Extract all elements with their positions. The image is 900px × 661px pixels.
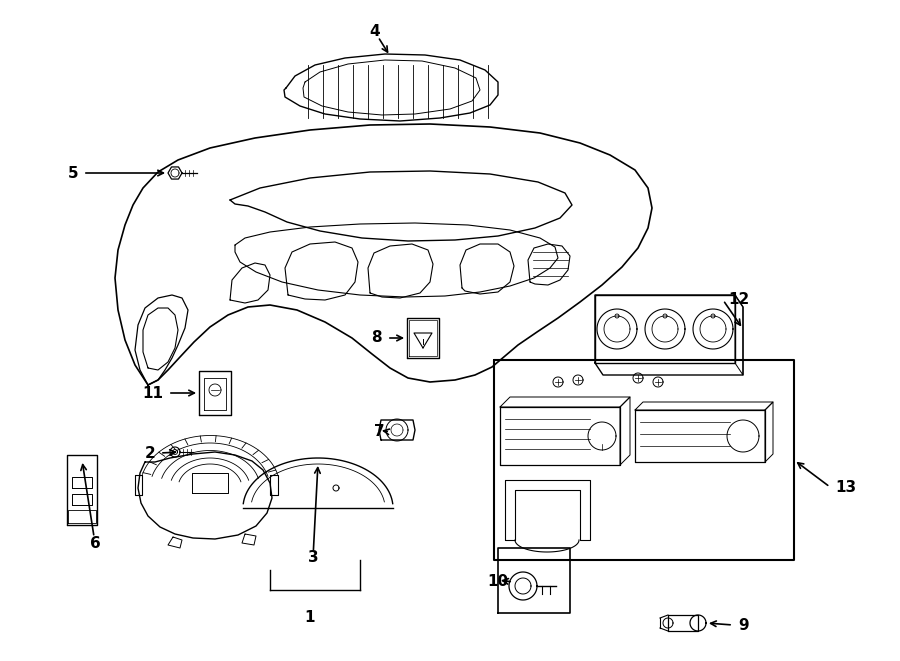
Text: 7: 7 xyxy=(374,424,385,440)
Text: 12: 12 xyxy=(728,293,749,307)
Text: 11: 11 xyxy=(142,385,163,401)
Text: 6: 6 xyxy=(90,535,101,551)
Text: 2: 2 xyxy=(144,446,155,461)
Text: 8: 8 xyxy=(372,330,382,346)
Text: 10: 10 xyxy=(487,574,508,590)
Text: 3: 3 xyxy=(308,551,319,566)
Text: 5: 5 xyxy=(68,165,78,180)
Text: 13: 13 xyxy=(835,479,856,494)
Text: 4: 4 xyxy=(370,24,381,40)
Text: 1: 1 xyxy=(305,609,315,625)
Text: 9: 9 xyxy=(738,617,749,633)
